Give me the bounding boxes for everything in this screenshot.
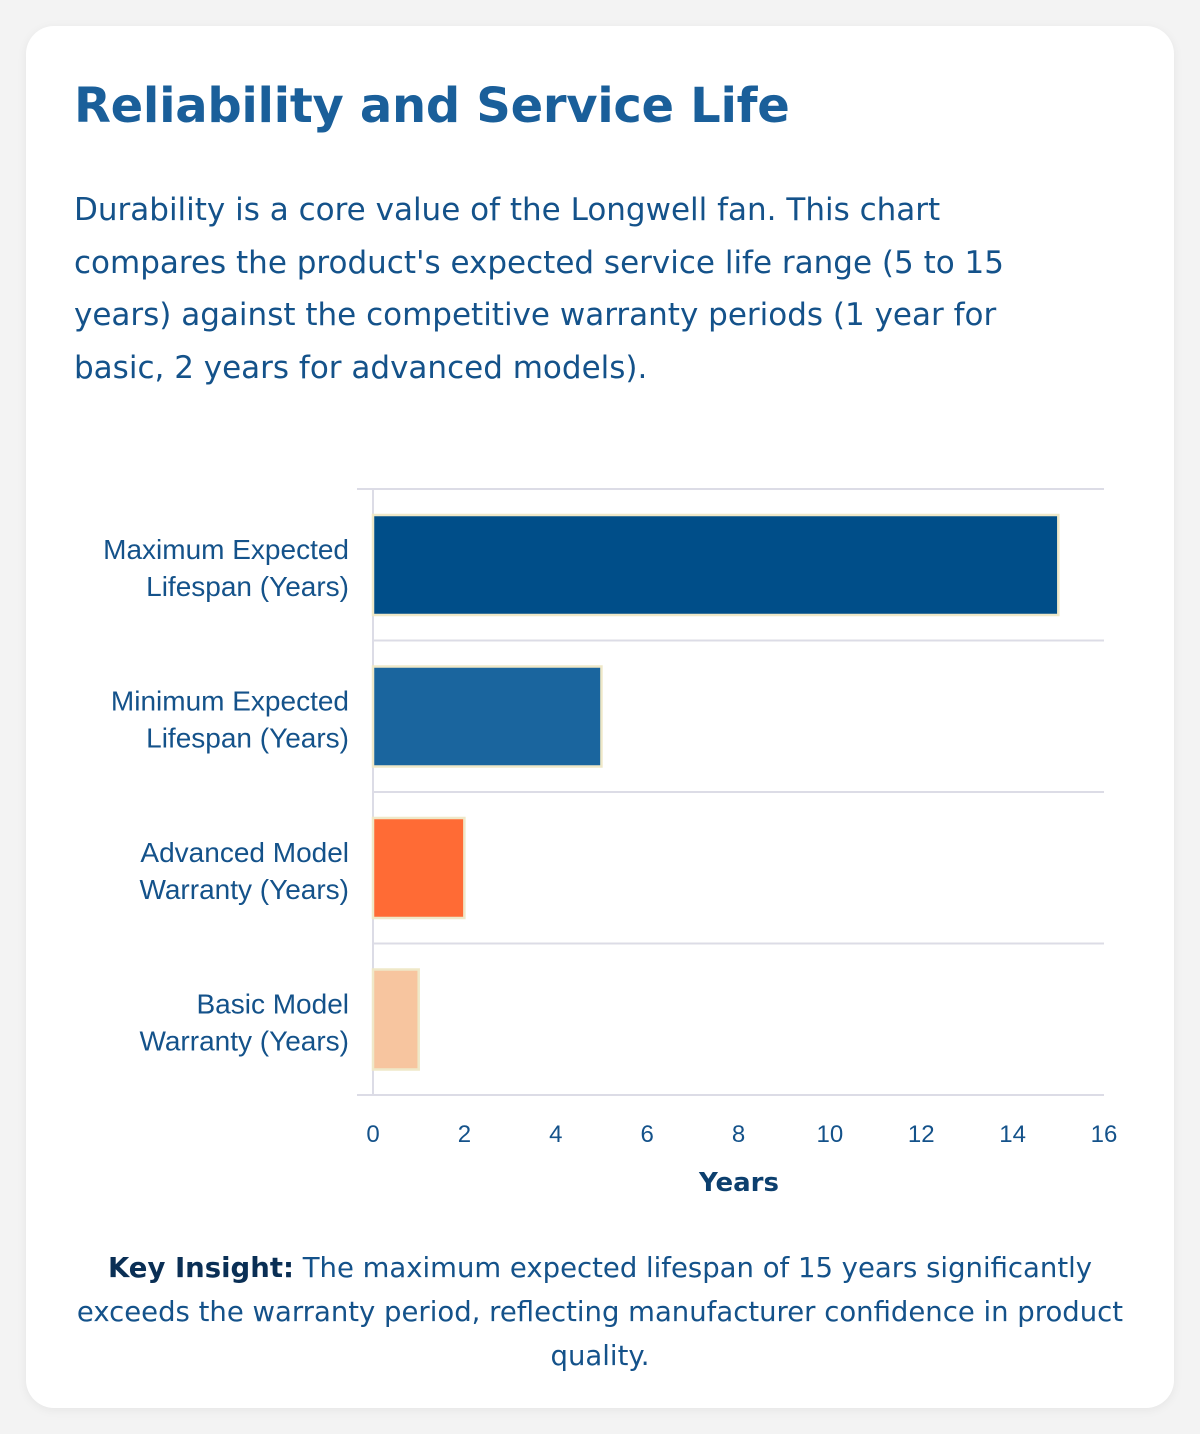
bar bbox=[371, 665, 603, 768]
key-insight-text: The maximum expected lifespan of 15 year… bbox=[76, 1252, 1124, 1372]
lifespan-bar-chart: Maximum Expected Lifespan (Years) Minimum … bbox=[103, 488, 1118, 1198]
bar bbox=[371, 513, 1060, 617]
x-tick-label: 14 bbox=[999, 1121, 1026, 1148]
y-tick-label: Minimum Expected Lifespan (Years) bbox=[111, 686, 349, 754]
x-tick-label: 2 bbox=[458, 1121, 471, 1148]
x-tick-label: 16 bbox=[1091, 1121, 1118, 1148]
chart-description: Durability is a core value of the Longwe… bbox=[74, 192, 1004, 386]
x-axis-title: Years bbox=[698, 1168, 779, 1198]
bar bbox=[371, 816, 466, 920]
x-tick-label: 6 bbox=[640, 1121, 653, 1148]
y-tick-label: Basic Model Warranty (Years) bbox=[139, 989, 349, 1057]
y-tick-label: Advanced Model Warranty (Years) bbox=[139, 837, 349, 905]
x-tick-label: 12 bbox=[908, 1121, 935, 1148]
x-tick-label: 0 bbox=[366, 1121, 379, 1148]
x-tick-label: 10 bbox=[817, 1121, 844, 1148]
x-tick-label: 4 bbox=[549, 1121, 562, 1148]
reliability-card: Reliability and Service Life Durability … bbox=[26, 26, 1174, 1408]
key-insight-label: Key Insight: bbox=[107, 1252, 294, 1284]
key-insight: Key Insight: The maximum expected lifesp… bbox=[74, 1246, 1126, 1378]
bar bbox=[371, 968, 420, 1071]
y-tick-label: Maximum Expected Lifespan (Years) bbox=[103, 534, 349, 602]
page-title: Reliability and Service Life bbox=[74, 78, 790, 134]
x-tick-label: 8 bbox=[732, 1121, 745, 1148]
